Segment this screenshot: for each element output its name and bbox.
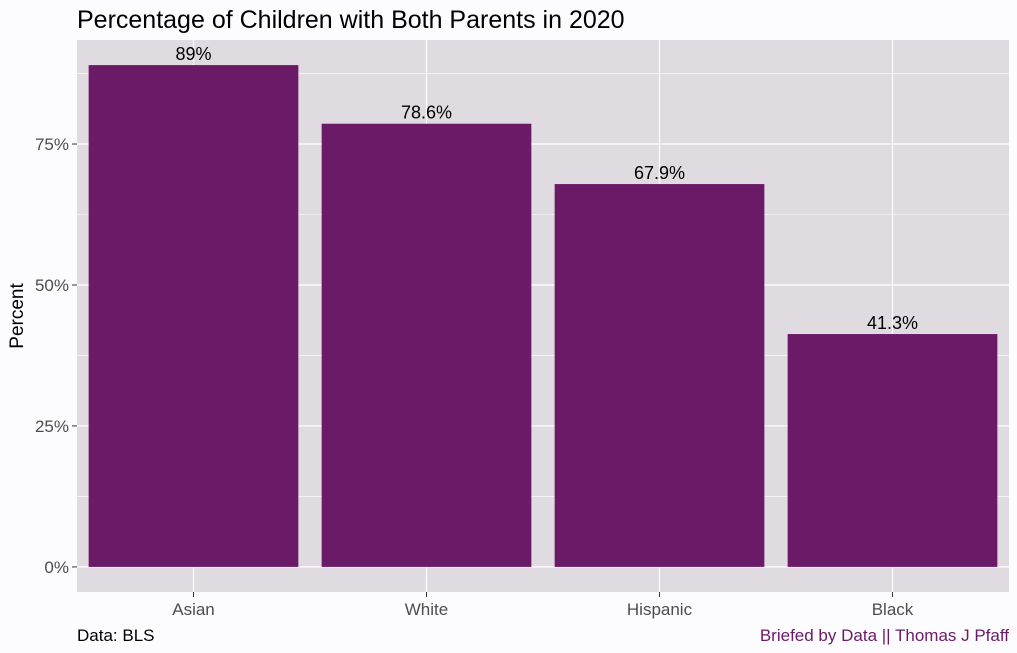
data-labels: 89% 78.6% 67.9% 41.3% [175, 44, 918, 333]
credit-caption: Briefed by Data || Thomas J Pfaff [760, 626, 1009, 645]
data-label-black: 41.3% [867, 313, 918, 333]
y-axis-title: Percent [7, 283, 28, 349]
y-tick-label: 25% [35, 417, 69, 436]
bar-hispanic [554, 184, 765, 567]
chart-title: Percentage of Children with Both Parents… [77, 6, 625, 34]
bar-black [787, 334, 998, 567]
bars [88, 65, 998, 567]
y-axis-ticks: 0% 25% 50% 75% [35, 135, 77, 577]
bar-white [321, 123, 532, 567]
bar-asian [88, 65, 299, 567]
data-source-caption: Data: BLS [77, 626, 155, 645]
x-axis-ticks: Asian White Hispanic Black [172, 592, 914, 619]
x-tick-label: White [405, 600, 448, 619]
x-tick-label: Hispanic [627, 600, 693, 619]
data-label-hispanic: 67.9% [634, 163, 685, 183]
x-tick-label: Black [872, 600, 914, 619]
y-tick-label: 75% [35, 135, 69, 154]
y-tick-label: 50% [35, 276, 69, 295]
x-tick-label: Asian [172, 600, 215, 619]
data-label-white: 78.6% [401, 103, 452, 123]
y-tick-label: 0% [44, 558, 69, 577]
data-label-asian: 89% [175, 44, 211, 64]
